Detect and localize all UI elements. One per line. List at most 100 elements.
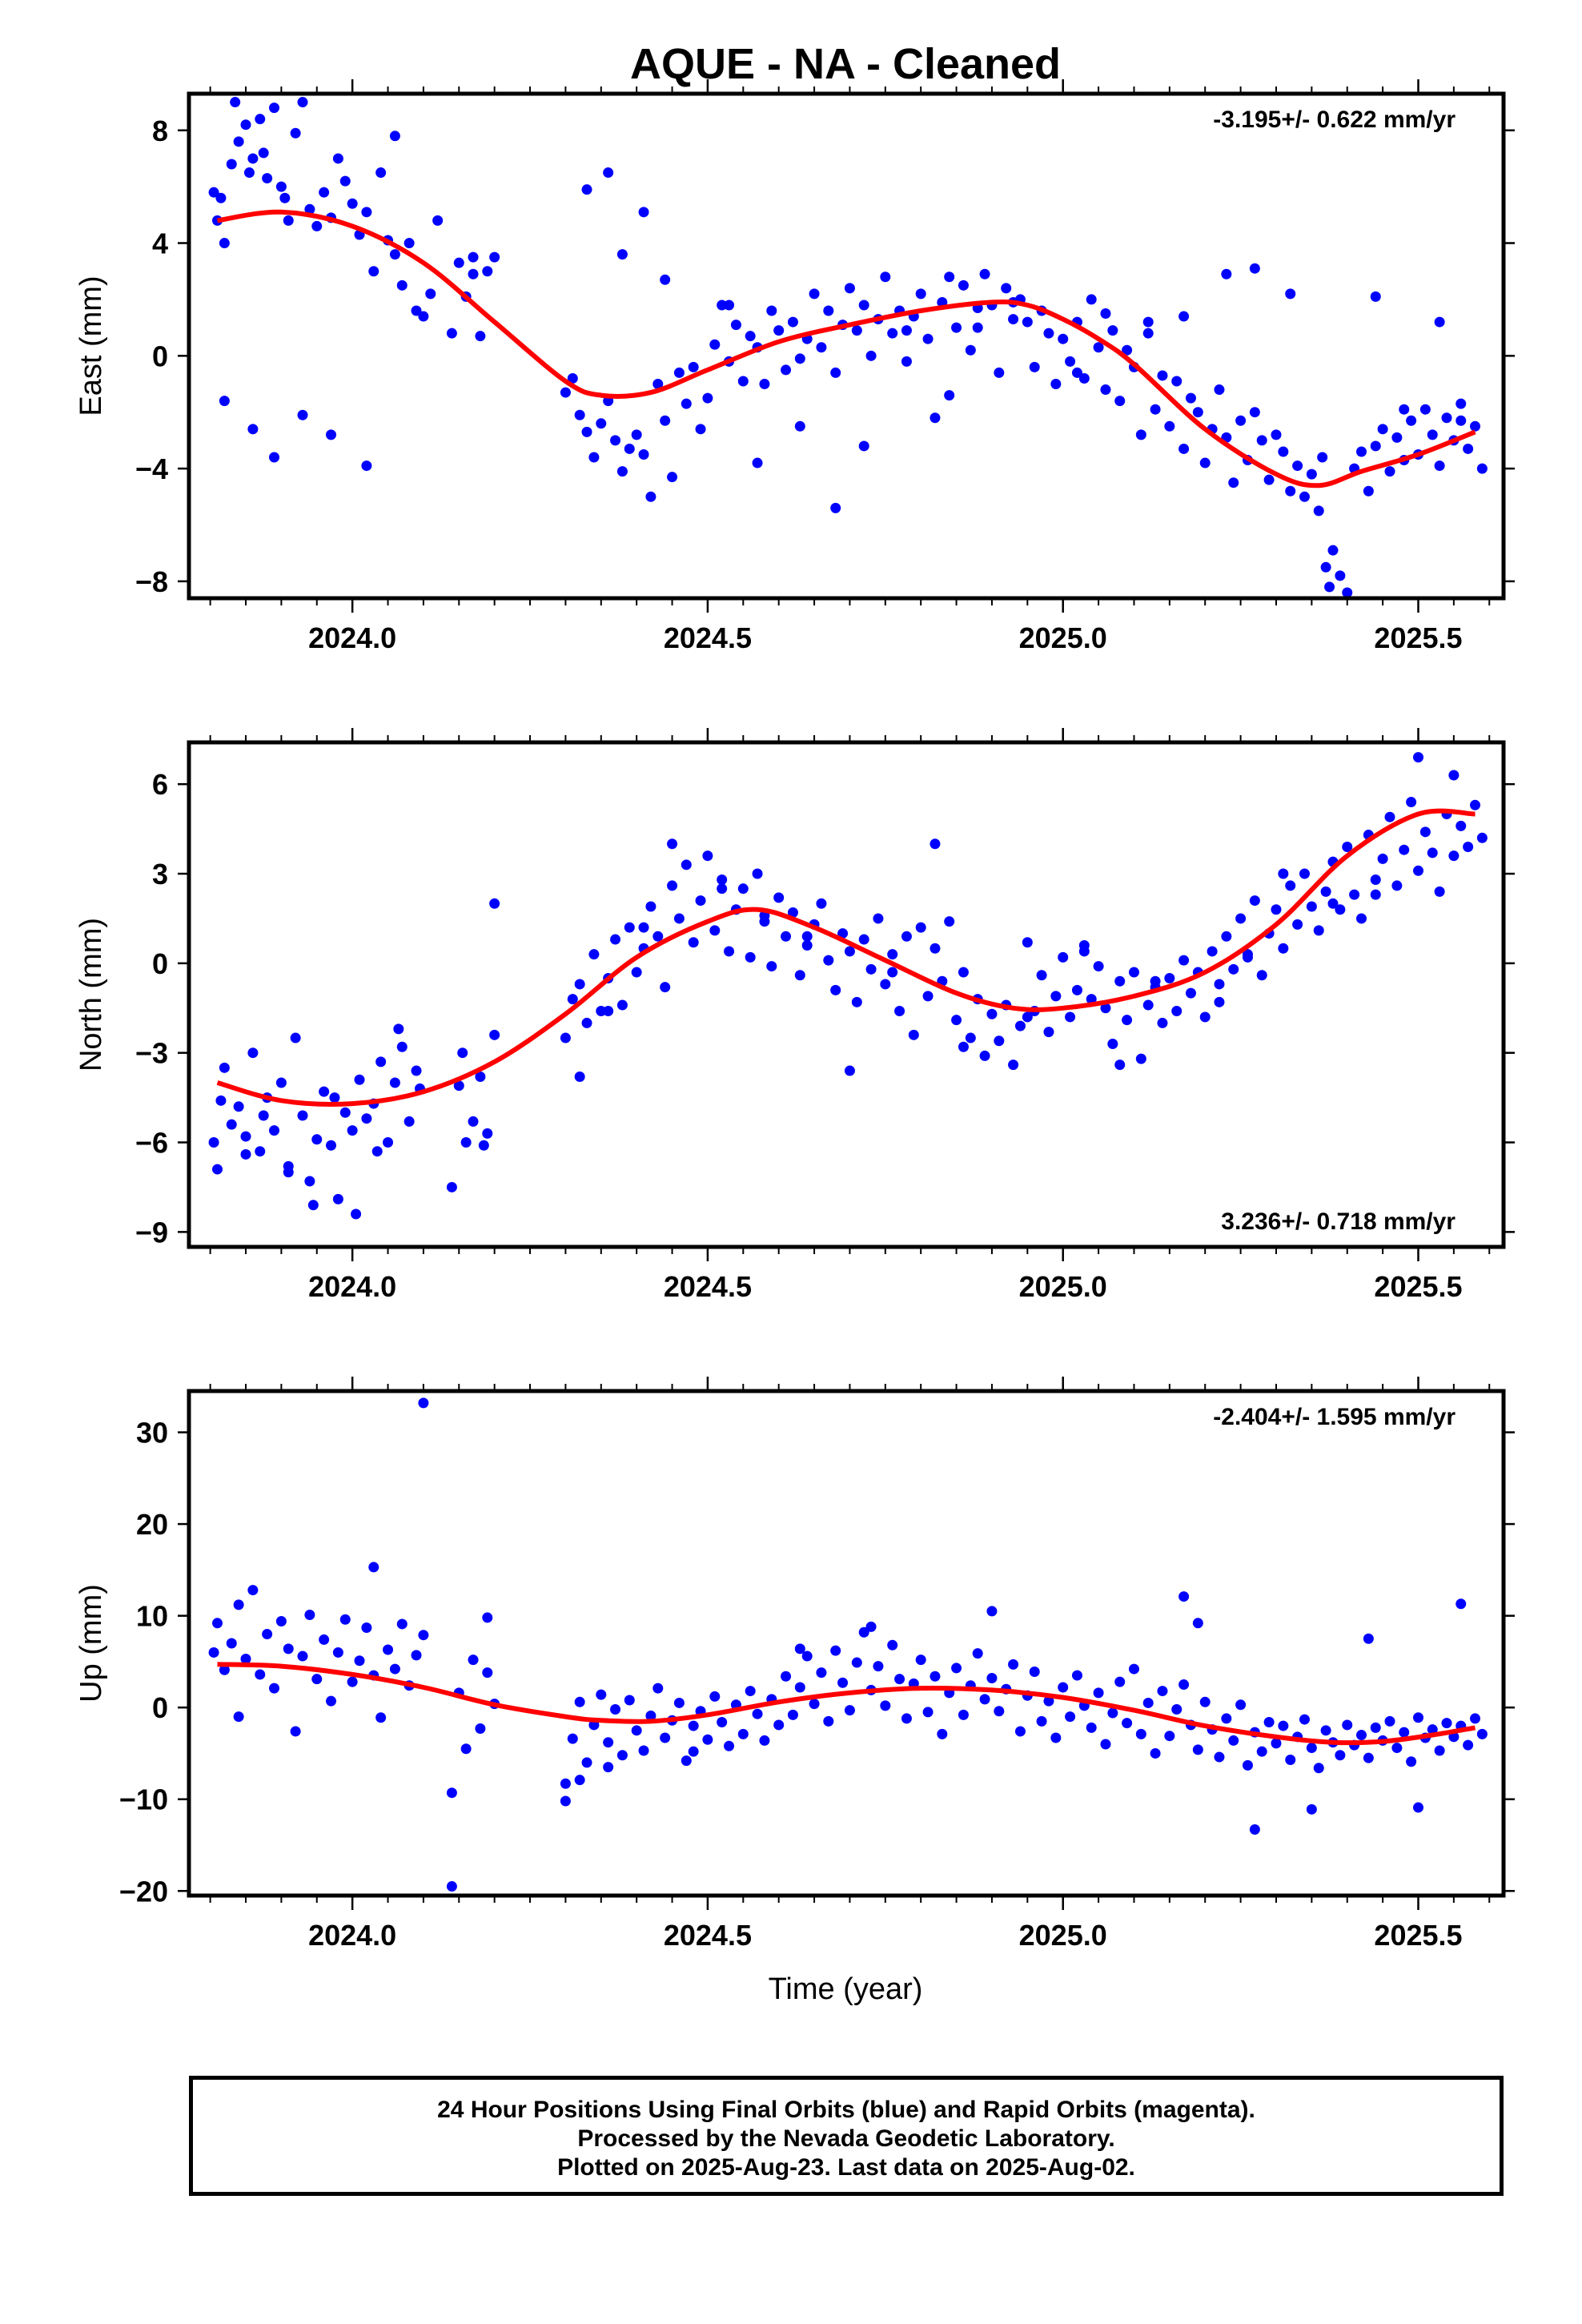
north-data-point xyxy=(297,1110,308,1121)
north-data-point xyxy=(319,1086,330,1097)
east-data-point xyxy=(1399,404,1410,415)
east-data-point xyxy=(660,274,671,285)
east-data-point xyxy=(667,472,678,483)
east-data-point xyxy=(645,491,656,502)
north-data-point xyxy=(887,967,898,978)
north-y-tick-label: −6 xyxy=(135,1127,168,1160)
north-data-point xyxy=(307,1200,319,1211)
east-data-point xyxy=(1142,316,1154,328)
north-data-point xyxy=(1271,904,1282,915)
east-data-point xyxy=(1271,429,1282,440)
north-data-point xyxy=(1370,889,1381,900)
east-data-point xyxy=(631,429,642,440)
east-data-point xyxy=(1214,384,1225,396)
north-data-point xyxy=(446,1181,457,1192)
north-data-point xyxy=(339,1107,351,1118)
up-data-point xyxy=(901,1713,912,1724)
up-data-point xyxy=(702,1734,713,1745)
north-data-point xyxy=(1185,987,1196,999)
north-data-point xyxy=(1214,996,1225,1007)
up-data-point xyxy=(1192,1744,1203,1755)
north-data-point xyxy=(801,939,813,951)
east-data-point xyxy=(262,173,273,184)
up-data-point xyxy=(368,1562,379,1573)
up-data-point xyxy=(688,1720,699,1731)
east-data-point xyxy=(247,424,259,435)
north-data-point xyxy=(717,874,728,885)
up-data-point xyxy=(1306,1743,1317,1754)
up-data-point xyxy=(233,1711,244,1723)
east-data-point xyxy=(1235,415,1247,426)
up-data-point xyxy=(255,1669,266,1680)
east-data-point xyxy=(709,339,721,350)
east-data-point xyxy=(1185,392,1196,404)
up-data-point xyxy=(1050,1732,1062,1743)
east-data-point xyxy=(1263,474,1275,485)
east-data-point xyxy=(1317,452,1328,463)
east-data-point xyxy=(411,305,422,316)
north-data-point xyxy=(1157,1017,1168,1028)
north-rate-label: 3.236+/- 0.718 mm/yr xyxy=(1221,1208,1456,1235)
north-plot-frame xyxy=(187,740,1506,1249)
north-data-point xyxy=(1448,850,1460,862)
north-data-point xyxy=(347,1125,358,1136)
north-data-point xyxy=(351,1208,362,1220)
east-data-point xyxy=(1355,446,1367,457)
east-data-point xyxy=(1391,432,1403,443)
up-data-point xyxy=(297,1651,308,1662)
north-data-point xyxy=(240,1131,251,1142)
up-y-tick-label: −10 xyxy=(119,1783,168,1816)
up-data-point xyxy=(922,1707,934,1718)
north-data-point xyxy=(489,898,500,909)
east-data-point xyxy=(567,372,578,384)
east-data-point xyxy=(915,288,926,300)
east-data-point xyxy=(233,136,244,147)
up-data-point xyxy=(972,1648,983,1659)
east-data-point xyxy=(1406,415,1417,426)
up-data-point xyxy=(823,1715,834,1727)
north-data-point xyxy=(1228,963,1239,975)
up-data-point xyxy=(1086,1722,1097,1733)
north-data-point xyxy=(688,937,699,948)
up-data-point xyxy=(816,1667,827,1679)
north-data-point xyxy=(958,1041,969,1052)
north-data-point xyxy=(773,892,785,903)
north-data-point xyxy=(567,994,578,1005)
east-data-point xyxy=(243,167,255,179)
up-data-point xyxy=(1214,1751,1225,1763)
north-data-point xyxy=(673,913,685,924)
north-data-point xyxy=(894,1006,905,1017)
up-data-point xyxy=(688,1746,699,1757)
north-data-point xyxy=(1050,991,1062,1002)
up-data-point xyxy=(1427,1724,1438,1735)
east-data-point xyxy=(958,279,969,291)
up-data-point xyxy=(389,1663,400,1675)
east-data-point xyxy=(1434,460,1445,472)
east-data-point xyxy=(1228,477,1239,489)
up-data-point xyxy=(446,1881,457,1892)
up-data-point xyxy=(283,1643,294,1655)
east-data-point xyxy=(823,305,834,316)
east-data-point xyxy=(781,364,792,376)
east-data-point xyxy=(361,207,372,218)
east-data-point xyxy=(1071,367,1082,378)
up-data-point xyxy=(1434,1745,1445,1756)
up-data-point xyxy=(930,1671,941,1682)
up-data-point xyxy=(717,1717,728,1728)
up-data-point xyxy=(262,1629,273,1640)
up-data-point xyxy=(794,1682,805,1693)
east-data-point xyxy=(230,97,241,108)
north-data-point xyxy=(411,1065,422,1076)
north-data-point xyxy=(851,996,862,1007)
up-data-point xyxy=(603,1762,614,1773)
up-y-axis-label: Up (mm) xyxy=(74,1584,108,1703)
up-data-point xyxy=(1263,1717,1275,1728)
up-y-tick-label: 30 xyxy=(136,1417,168,1449)
north-data-point xyxy=(329,1092,340,1104)
up-data-point xyxy=(737,1728,749,1739)
up-data-point xyxy=(339,1614,351,1625)
east-data-point xyxy=(418,311,429,322)
up-data-point xyxy=(1008,1659,1019,1670)
up-data-point xyxy=(1221,1713,1232,1724)
up-data-point xyxy=(1441,1718,1452,1729)
